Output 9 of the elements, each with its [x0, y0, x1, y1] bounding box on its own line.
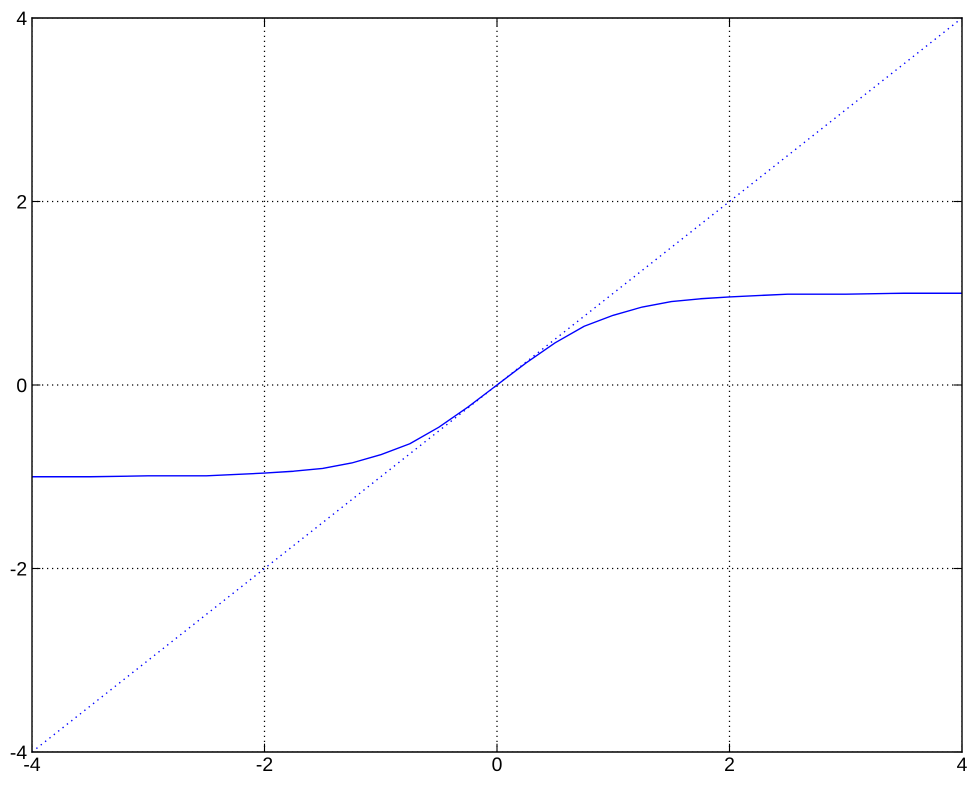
- y-tick-label: -2: [10, 562, 26, 576]
- y-tick-label: 0: [17, 378, 26, 392]
- y-tick-label: 2: [17, 194, 26, 209]
- x-tick-label: -2: [256, 757, 272, 771]
- x-tick-label: 2: [725, 757, 734, 771]
- x-tick-label: 4: [957, 758, 967, 771]
- y-tick-label: -4: [10, 746, 27, 760]
- x-tick-label: 0: [492, 757, 502, 772]
- y-tick-label: 4: [16, 12, 27, 26]
